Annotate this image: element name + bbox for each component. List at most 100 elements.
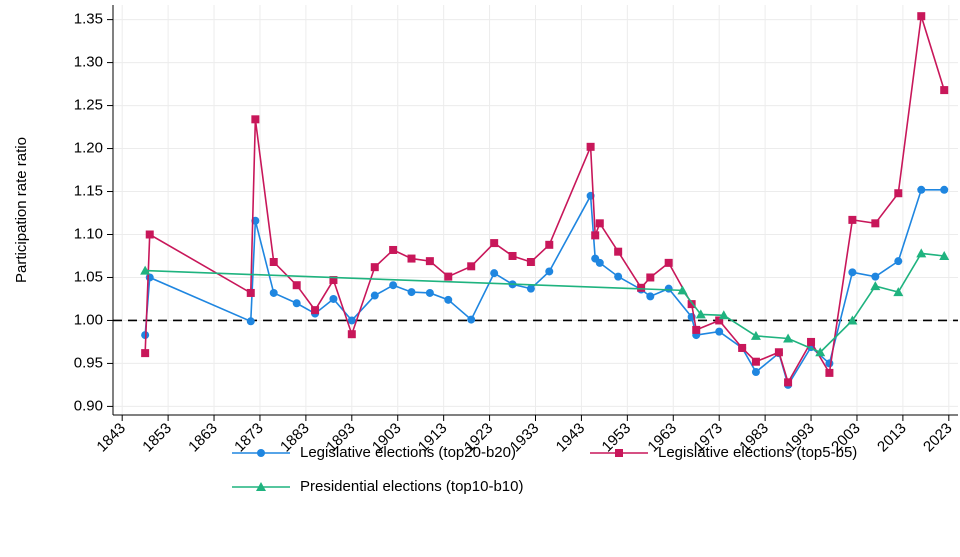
data-point — [292, 281, 301, 290]
data-point — [815, 347, 826, 357]
data-point — [467, 315, 476, 324]
data-point — [329, 294, 338, 303]
y-tick-label: 1.35 — [74, 11, 103, 28]
data-point — [407, 288, 416, 297]
data-point — [292, 299, 301, 308]
y-tick-label: 0.95 — [74, 354, 103, 371]
data-point — [687, 300, 696, 309]
y-tick-label: 0.90 — [74, 397, 103, 414]
data-point — [871, 272, 880, 281]
legend-label: Presidential elections (top10-b10) — [300, 478, 523, 495]
data-point — [526, 284, 535, 293]
data-point — [916, 248, 927, 258]
data-point — [825, 368, 834, 377]
data-point — [847, 315, 858, 325]
data-point — [825, 359, 834, 368]
data-point — [695, 309, 706, 319]
data-point — [784, 378, 793, 387]
legend-label: Legislative elections (top20-b20) — [300, 444, 516, 461]
legend-label: Legislative elections (top5-b5) — [658, 444, 857, 461]
y-tick-label: 1.05 — [74, 268, 103, 285]
data-point — [545, 267, 554, 276]
data-point — [145, 273, 154, 282]
data-point — [269, 288, 278, 297]
data-point — [715, 316, 724, 325]
data-point — [425, 257, 434, 266]
data-point — [871, 219, 880, 228]
y-tick-label: 1.15 — [74, 182, 103, 199]
data-point — [347, 316, 356, 325]
data-point — [637, 283, 646, 292]
data-point — [407, 254, 416, 263]
data-point — [370, 291, 379, 300]
data-point — [738, 343, 747, 352]
data-point — [595, 258, 604, 267]
y-tick-label: 1.30 — [74, 54, 103, 71]
data-point — [807, 337, 816, 346]
data-point — [389, 245, 398, 254]
x-tick-label: 2023 — [920, 420, 956, 456]
legend-marker — [256, 482, 266, 491]
x-tick-label: 1863 — [185, 420, 221, 456]
data-point — [141, 349, 150, 358]
data-point — [614, 272, 623, 281]
data-point — [246, 288, 255, 297]
data-point — [614, 247, 623, 256]
data-point — [545, 240, 554, 249]
data-point — [490, 239, 499, 248]
data-point — [692, 325, 701, 334]
data-point — [595, 219, 604, 228]
y-tick-label: 1.00 — [74, 311, 103, 328]
data-point — [591, 231, 600, 240]
data-point — [848, 268, 857, 277]
data-point — [370, 263, 379, 272]
series-line — [144, 189, 945, 387]
data-point — [140, 265, 151, 275]
data-point — [751, 357, 760, 366]
x-tick-label: 2013 — [874, 420, 910, 456]
series-line — [145, 252, 945, 354]
data-point — [894, 189, 903, 198]
data-point — [664, 284, 673, 293]
data-point — [444, 272, 453, 281]
data-point — [848, 215, 857, 224]
data-point — [940, 86, 949, 95]
data-point — [894, 257, 903, 266]
data-point — [490, 269, 499, 278]
data-point — [917, 12, 926, 21]
data-point — [467, 262, 476, 271]
data-point — [425, 288, 434, 297]
data-point — [526, 258, 535, 267]
data-point — [939, 250, 950, 260]
data-point — [677, 285, 688, 295]
data-point — [251, 115, 260, 124]
data-point — [389, 281, 398, 290]
x-tick-label: 1943 — [553, 420, 589, 456]
series-line — [144, 15, 945, 385]
data-point — [311, 306, 320, 315]
data-point — [750, 330, 761, 340]
y-tick-label: 1.25 — [74, 97, 103, 114]
y-tick-label: 1.20 — [74, 140, 103, 157]
data-point — [870, 281, 881, 291]
data-point — [269, 258, 278, 267]
y-axis-label: Participation rate ratio — [13, 137, 30, 283]
data-point — [145, 230, 154, 239]
x-tick-label: 1853 — [139, 420, 175, 456]
legend-marker — [257, 449, 265, 457]
data-point — [508, 251, 517, 260]
data-point — [917, 185, 926, 194]
data-point — [444, 295, 453, 304]
data-point — [774, 348, 783, 357]
data-point — [715, 327, 724, 336]
data-point — [347, 330, 356, 339]
data-point — [586, 142, 595, 151]
data-point — [751, 368, 760, 377]
data-point — [646, 273, 655, 282]
data-point — [893, 287, 904, 297]
data-point — [940, 185, 949, 194]
data-point — [783, 333, 794, 343]
legend-marker — [615, 449, 623, 457]
